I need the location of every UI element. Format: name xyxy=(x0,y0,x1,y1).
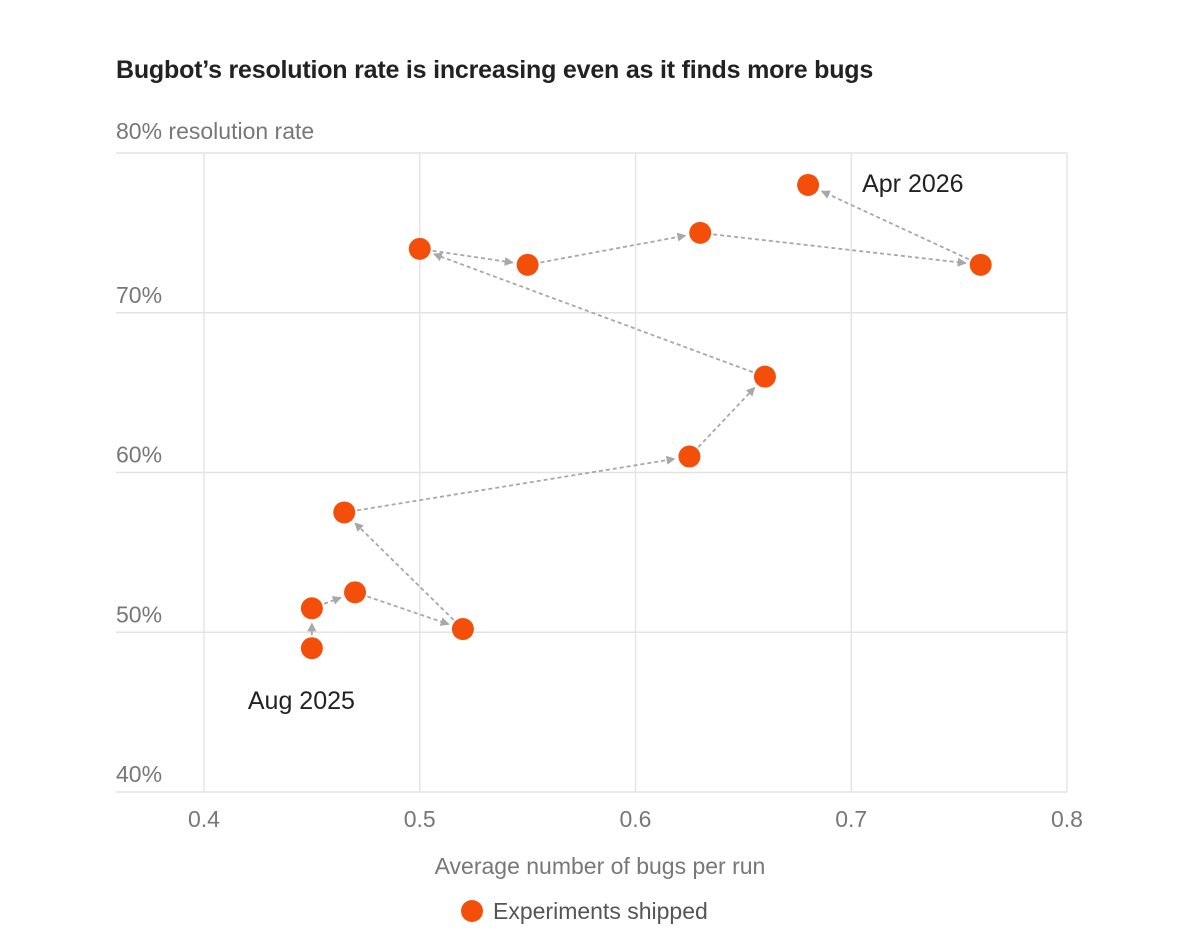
legend-label: Experiments shipped xyxy=(493,898,708,924)
trend-arrow xyxy=(356,455,676,512)
trend-arrow xyxy=(820,190,970,261)
data-point xyxy=(689,221,712,244)
connector-arrows xyxy=(307,190,970,636)
annotations: Aug 2025 Apr 2026 xyxy=(248,170,964,715)
data-point xyxy=(451,618,474,641)
trend-arrow xyxy=(432,249,514,266)
data-points xyxy=(300,173,992,660)
data-point xyxy=(969,253,992,276)
data-point xyxy=(408,237,431,260)
x-axis-label: Average number of bugs per run xyxy=(435,853,766,879)
data-point xyxy=(753,365,776,388)
data-point xyxy=(678,445,701,468)
data-point xyxy=(300,597,323,620)
chart-title: Bugbot’s resolution rate is increasing e… xyxy=(116,56,874,84)
trend-arrow xyxy=(540,232,687,264)
data-point xyxy=(300,637,323,660)
data-point xyxy=(516,253,539,276)
annotation-label: Aug 2025 xyxy=(248,687,355,715)
trend-arrow xyxy=(354,522,455,621)
trend-arrow xyxy=(367,595,450,626)
trend-arrow xyxy=(432,252,754,373)
x-tick-label: 0.6 xyxy=(620,806,652,832)
y-tick-label: 50% xyxy=(116,601,162,627)
trend-arrow xyxy=(323,596,342,605)
y-tick-label: 60% xyxy=(116,442,162,468)
legend: Experiments shipped xyxy=(461,898,708,924)
annotation-label: Apr 2026 xyxy=(862,170,963,198)
x-tick-label: 0.4 xyxy=(188,806,220,832)
data-point xyxy=(797,173,820,196)
axis-ticks: 0.4 0.5 0.6 0.7 0.8 40% 50% 60% 70% xyxy=(116,282,1083,832)
x-tick-label: 0.8 xyxy=(1051,806,1083,832)
y-tick-label: 70% xyxy=(116,282,162,308)
trend-arrow xyxy=(697,386,756,448)
y-axis-label: 80% resolution rate xyxy=(116,118,314,144)
data-point xyxy=(333,501,356,524)
legend-swatch xyxy=(461,900,483,922)
x-tick-label: 0.7 xyxy=(835,806,867,832)
trend-arrow xyxy=(713,233,967,267)
data-point xyxy=(344,581,367,604)
grid xyxy=(116,152,1068,793)
y-tick-label: 40% xyxy=(116,761,162,787)
x-tick-label: 0.5 xyxy=(404,806,436,832)
